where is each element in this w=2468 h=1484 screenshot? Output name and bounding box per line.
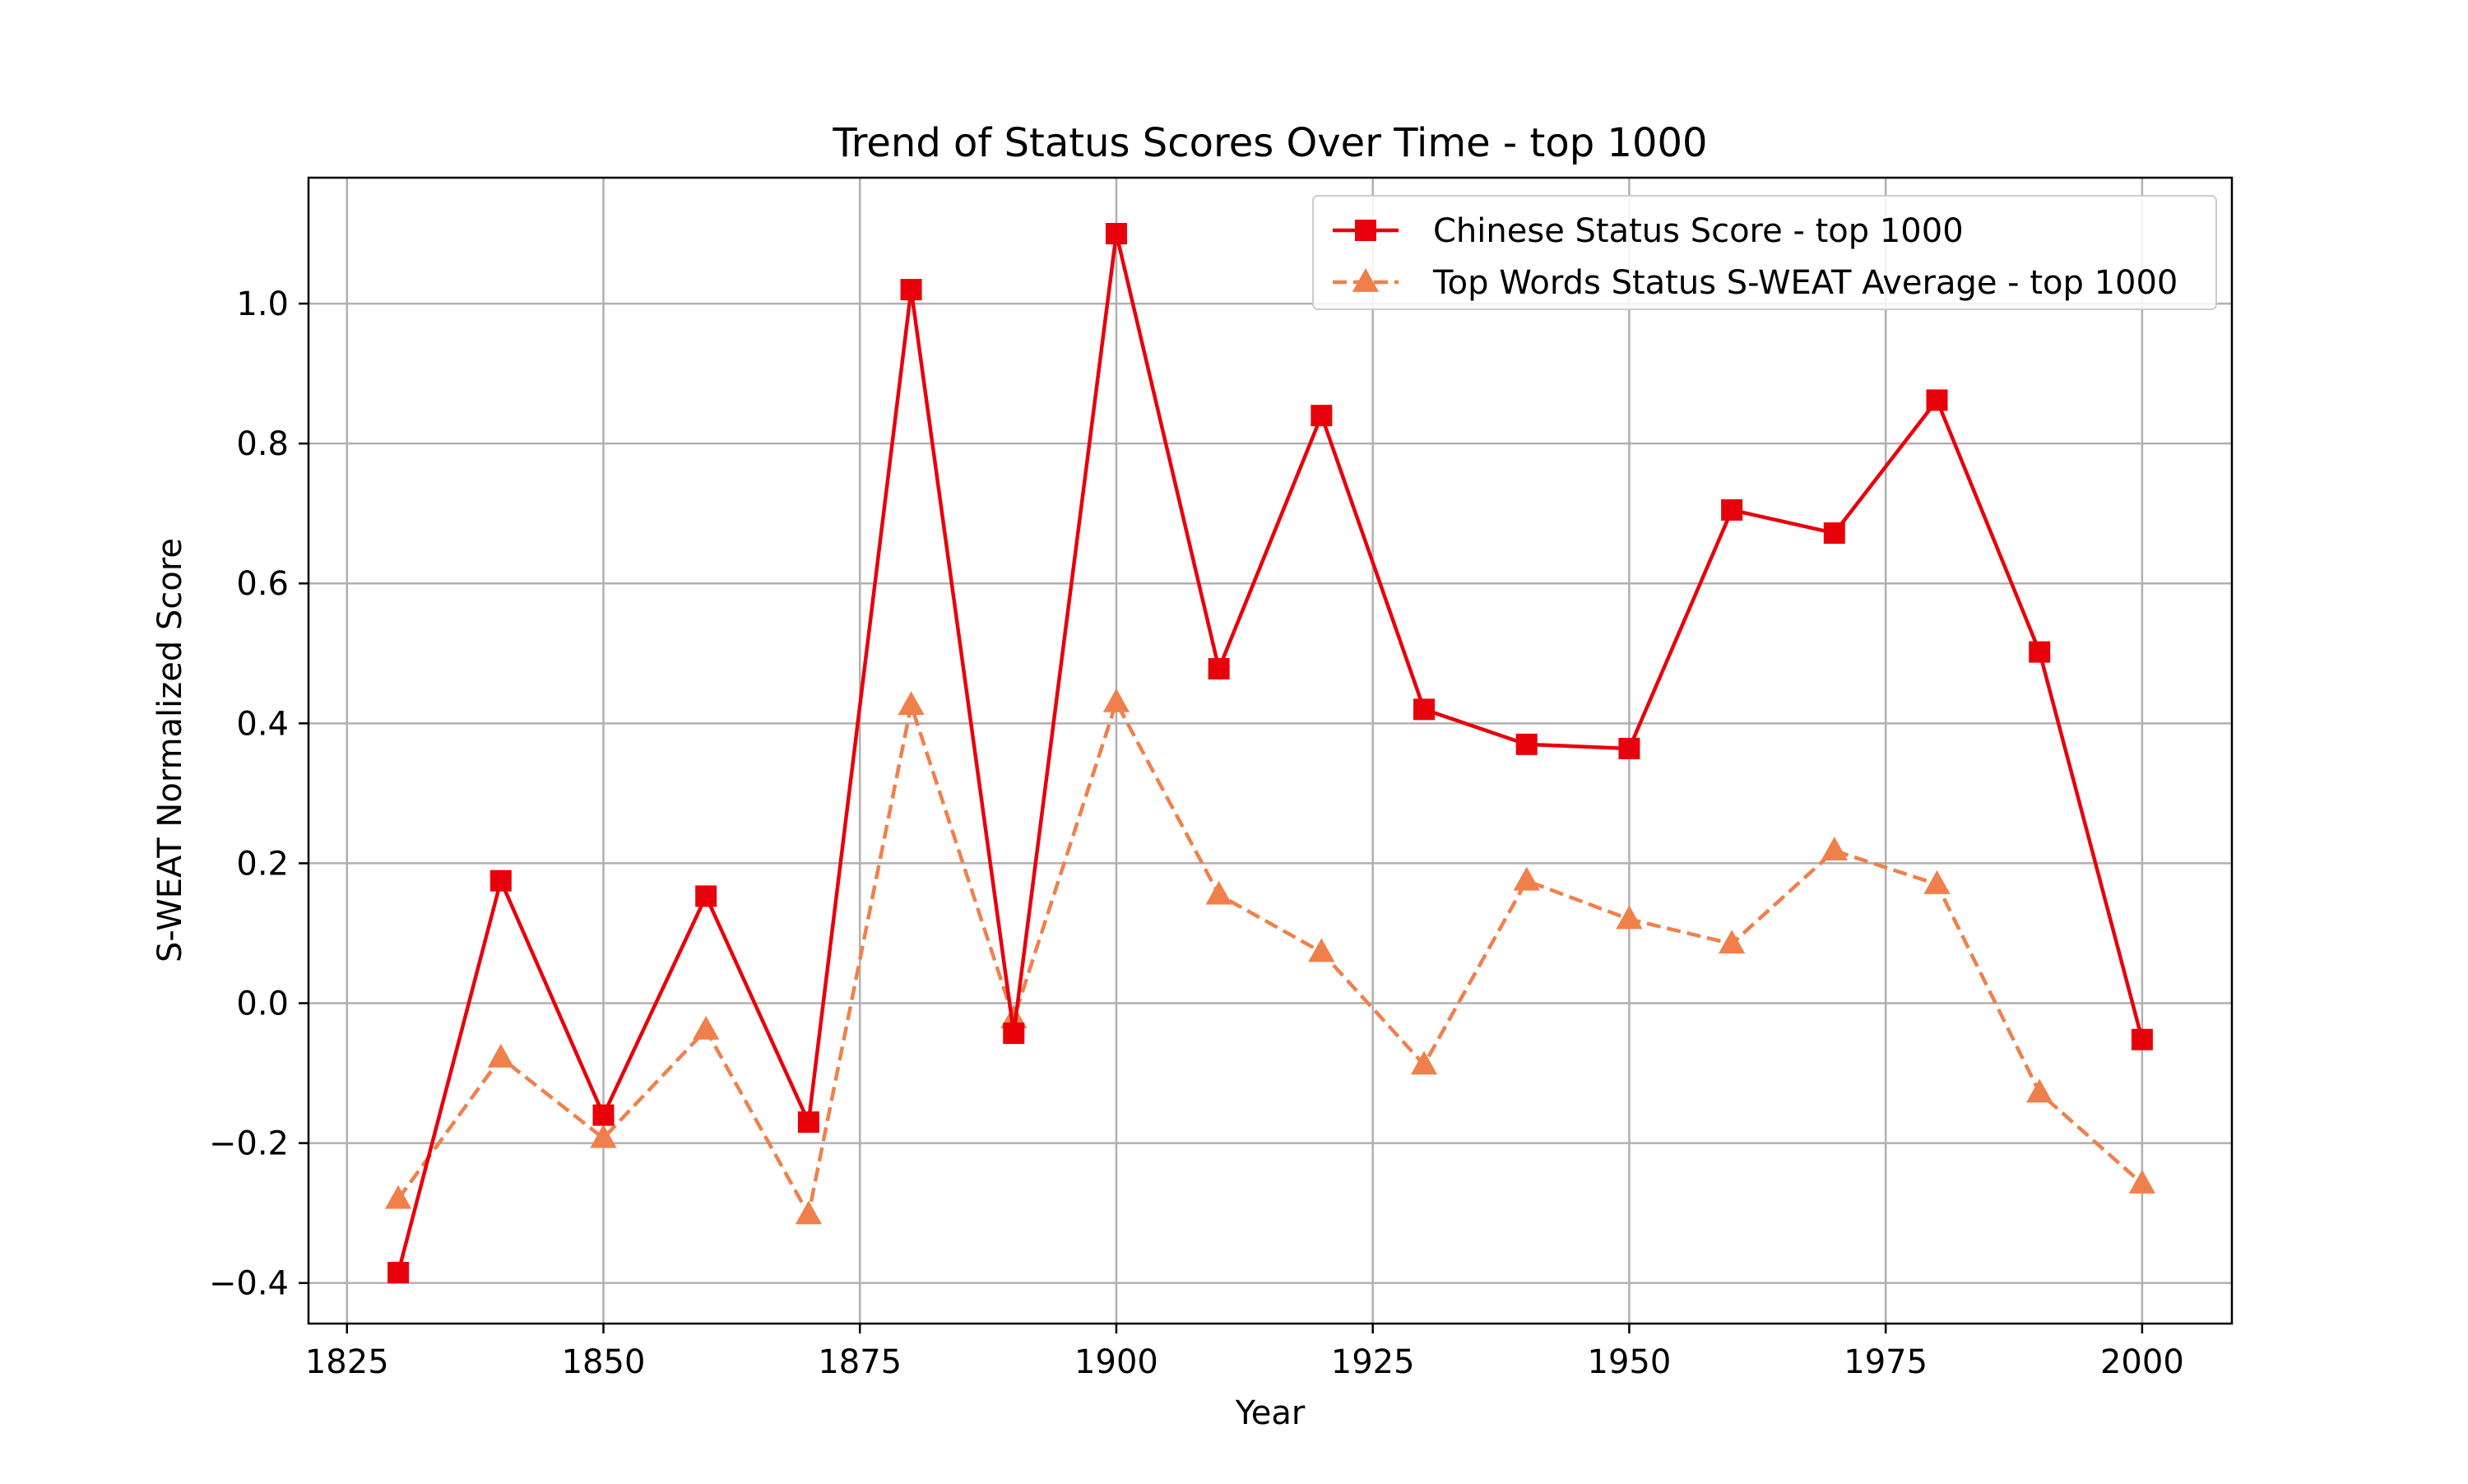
series-1-point <box>1208 658 1230 679</box>
series-layer <box>384 223 2156 1283</box>
series-1-point <box>387 1261 410 1283</box>
series-2-point <box>1821 837 1848 861</box>
series-2-point <box>1308 938 1335 962</box>
series-2-point <box>2128 1169 2156 1194</box>
y-tick-label: 0.2 <box>236 845 289 883</box>
x-tick-label: 2000 <box>2100 1343 2184 1381</box>
legend-label: Chinese Status Score - top 1000 <box>1433 212 1964 250</box>
series-2-point <box>384 1185 412 1209</box>
x-tick-label: 1875 <box>818 1343 902 1381</box>
series-1-point <box>592 1104 615 1126</box>
series-1-point <box>2029 641 2051 663</box>
series-1-point <box>489 870 512 892</box>
series-1-point <box>797 1111 819 1134</box>
series-1-point <box>1823 522 1845 545</box>
series-2-point <box>1718 930 1746 954</box>
x-tick-label: 1950 <box>1588 1343 1672 1381</box>
legend-swatch-marker <box>1352 268 1380 292</box>
y-tick-label: −0.4 <box>209 1265 289 1303</box>
series-2-point <box>898 691 925 716</box>
legend-label: Top Words Status S-WEAT Average - top 10… <box>1432 264 2178 302</box>
axis-ticks: 1825 1850 1875 1900 1925 1950 1975 2000 −0.4 −0.2… <box>209 285 2184 1381</box>
series-1-point <box>1515 733 1538 755</box>
series-2-point <box>590 1124 617 1148</box>
x-tick-label: 1900 <box>1074 1343 1158 1381</box>
series-1 <box>387 223 2153 1283</box>
series-1-point <box>1311 405 1333 427</box>
y-tick-label: 0.4 <box>236 705 289 743</box>
y-tick-label: 0.6 <box>236 565 289 603</box>
legend-swatch-marker <box>1355 220 1376 241</box>
series-2-point <box>2026 1078 2053 1103</box>
series-2 <box>384 688 2156 1225</box>
chart-title: Trend of Status Scores Over Time - top 1… <box>832 120 1707 166</box>
series-1-point <box>1413 698 1436 721</box>
plot-frame <box>307 176 2234 1325</box>
x-tick-label: 1975 <box>1844 1343 1928 1381</box>
series-1-point <box>695 885 717 907</box>
legend-entry-1: Chinese Status Score - top 1000 <box>1333 212 1964 250</box>
y-axis-label: S-WEAT Normalized Score <box>151 538 189 962</box>
series-1-line <box>396 231 2145 1273</box>
y-tick-label: 0.0 <box>236 985 289 1023</box>
x-tick-label: 1925 <box>1331 1343 1415 1381</box>
series-2-point <box>693 1015 720 1040</box>
series-1-point <box>1105 223 1127 245</box>
legend-box <box>1312 195 2217 310</box>
x-tick-label: 1825 <box>305 1343 389 1381</box>
x-axis-label: Year <box>1235 1394 1306 1432</box>
series-2-point <box>487 1043 514 1068</box>
series-2-point <box>1513 866 1540 891</box>
y-tick-label: 1.0 <box>236 285 289 323</box>
series-2-line <box>397 700 2144 1217</box>
series-1-point <box>2131 1028 2153 1050</box>
series-2-point <box>1410 1050 1438 1075</box>
series-2-point <box>1616 905 1643 930</box>
grid <box>308 178 2232 1324</box>
series-1-point <box>1618 737 1640 759</box>
series-1-point <box>1003 1023 1025 1045</box>
series-2-point <box>795 1200 823 1225</box>
series-1-point <box>1926 389 1948 411</box>
series-2-point <box>1102 688 1130 712</box>
x-tick-label: 1850 <box>562 1343 646 1381</box>
y-tick-label: 0.8 <box>236 425 289 463</box>
series-2-point <box>1205 880 1232 905</box>
legend: Chinese Status Score - top 1000 Top Words… <box>1312 195 2217 310</box>
legend-entry-2: Top Words Status S-WEAT Average - top 10… <box>1333 264 2178 302</box>
series-2-point <box>1923 870 1951 894</box>
series-2-point <box>1000 1004 1028 1029</box>
y-tick-label: −0.2 <box>209 1125 289 1163</box>
series-1-point <box>1721 499 1743 521</box>
series-1-point <box>900 279 922 301</box>
